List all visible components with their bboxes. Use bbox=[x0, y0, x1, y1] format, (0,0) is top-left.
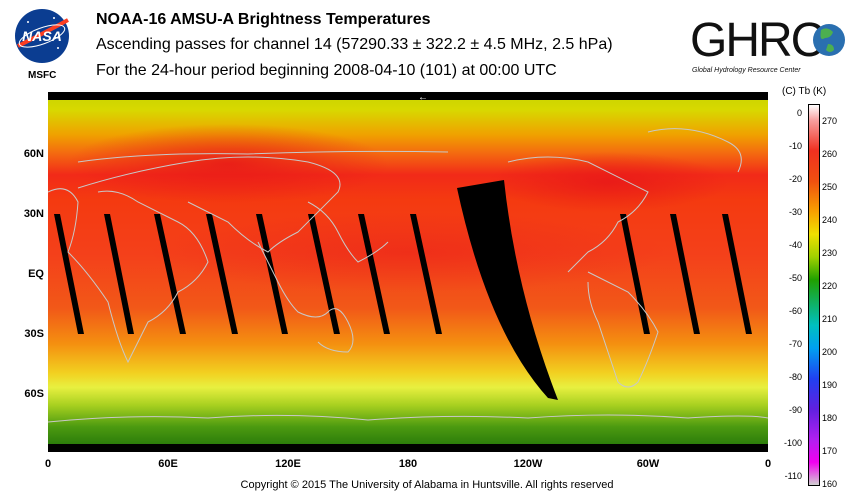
lat-label: 60S bbox=[24, 388, 44, 400]
colorbar-kelvin-label: 200 bbox=[822, 347, 838, 357]
colorbar-celsius-label: -30 bbox=[788, 207, 802, 217]
orbit-gap bbox=[670, 214, 700, 334]
map-subtitle-channel: Ascending passes for channel 14 (57290.3… bbox=[96, 36, 613, 53]
colorbar-kelvin-label: 240 bbox=[822, 215, 838, 225]
colorbar-kelvin-label: 270 bbox=[822, 116, 838, 126]
colorbar-celsius-label: -20 bbox=[788, 174, 802, 184]
msfc-label: MSFC bbox=[28, 70, 57, 81]
colorbar-celsius-label: 0 bbox=[796, 108, 802, 118]
orbit-gap bbox=[620, 214, 650, 334]
orbit-gaps bbox=[54, 180, 752, 400]
orbit-gap bbox=[54, 214, 84, 334]
ghrc-logo-subtitle: Global Hydrology Resource Center bbox=[692, 67, 801, 74]
orbit-gap bbox=[104, 214, 134, 334]
lat-label: 30S bbox=[24, 328, 44, 340]
colorbar bbox=[808, 104, 820, 486]
colorbar-kelvin-label: 170 bbox=[822, 446, 838, 456]
colorbar-kelvin-label: 180 bbox=[822, 413, 838, 423]
lat-label: EQ bbox=[28, 268, 44, 280]
orbit-gap bbox=[722, 214, 752, 334]
colorbar-celsius-label: -70 bbox=[788, 339, 802, 349]
colorbar-kelvin-label: 160 bbox=[822, 479, 838, 489]
direction-arrow-icon: ← bbox=[418, 92, 428, 103]
orbit-gap bbox=[206, 214, 238, 334]
lon-label: 60E bbox=[158, 458, 178, 470]
colorbar-kelvin-label: 210 bbox=[822, 314, 838, 324]
colorbar-kelvin-label: 190 bbox=[822, 380, 838, 390]
nasa-logo: NASA bbox=[15, 9, 69, 63]
colorbar-kelvin-label: 250 bbox=[822, 182, 838, 192]
lat-label: 30N bbox=[23, 208, 44, 220]
brightness-temperature-map: ← bbox=[48, 92, 768, 452]
orbit-gap bbox=[358, 214, 390, 334]
colorbar-celsius-label: -110 bbox=[784, 471, 802, 481]
orbit-gap bbox=[308, 214, 340, 334]
colorbar-celsius-label: -60 bbox=[788, 306, 802, 316]
map-title: NOAA-16 AMSU-A Brightness Temperatures bbox=[96, 11, 431, 28]
colorbar-celsius-label: -90 bbox=[788, 405, 802, 415]
colorbar-celsius-label: -10 bbox=[788, 141, 802, 151]
colorbar-header: (C) Tb (K) bbox=[782, 86, 827, 97]
lat-label: 60N bbox=[23, 148, 44, 160]
lon-label: 0 bbox=[764, 458, 772, 470]
colorbar-celsius-label: -50 bbox=[788, 273, 802, 283]
orbit-gap-large bbox=[457, 180, 558, 400]
colorbar-kelvin-label: 260 bbox=[822, 149, 838, 159]
ghrc-logo-text: GHRC bbox=[690, 14, 824, 67]
lon-label: 120E bbox=[275, 458, 301, 470]
colorbar-celsius-label: -40 bbox=[788, 240, 802, 250]
lon-label: 180 bbox=[398, 458, 418, 470]
coastlines bbox=[48, 128, 768, 423]
orbit-gap bbox=[154, 214, 186, 334]
lon-label: 120W bbox=[513, 458, 543, 470]
no-data-band-bottom bbox=[48, 444, 768, 452]
colorbar-celsius-label: -80 bbox=[788, 372, 802, 382]
lon-label: 60W bbox=[636, 458, 660, 470]
orbit-gap bbox=[410, 214, 442, 334]
lon-label: 0 bbox=[44, 458, 52, 470]
copyright-notice: Copyright © 2015 The University of Alaba… bbox=[240, 479, 614, 491]
map-subtitle-period: For the 24-hour period beginning 2008-04… bbox=[96, 62, 557, 79]
colorbar-kelvin-label: 230 bbox=[822, 248, 838, 258]
no-data-band-top bbox=[48, 92, 768, 100]
orbit-gap bbox=[256, 214, 288, 334]
ghrc-logo: GHRC Global Hydrology Resource Center bbox=[690, 14, 845, 74]
nasa-logo-text: NASA bbox=[22, 28, 62, 44]
colorbar-celsius-label: -100 bbox=[783, 438, 802, 448]
colorbar-kelvin-label: 220 bbox=[822, 281, 838, 291]
